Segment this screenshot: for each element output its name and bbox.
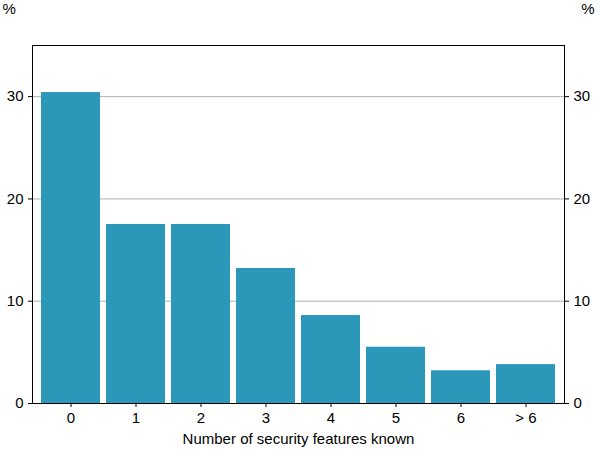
- svg-text:20: 20: [7, 190, 24, 207]
- svg-text:6: 6: [457, 409, 465, 426]
- svg-text:4: 4: [327, 409, 335, 426]
- svg-text:30: 30: [7, 87, 24, 104]
- svg-text:1: 1: [132, 409, 140, 426]
- svg-text:Number of security features kn: Number of security features known: [183, 430, 415, 447]
- svg-text:0: 0: [67, 409, 75, 426]
- svg-text:3: 3: [262, 409, 270, 426]
- svg-text:%: %: [581, 0, 594, 17]
- svg-text:%: %: [3, 0, 16, 17]
- svg-text:30: 30: [574, 87, 591, 104]
- svg-text:2: 2: [197, 409, 205, 426]
- svg-text:10: 10: [574, 292, 591, 309]
- svg-text:5: 5: [392, 409, 400, 426]
- svg-text:0: 0: [574, 394, 582, 411]
- svg-text:20: 20: [574, 190, 591, 207]
- svg-text:0: 0: [15, 394, 23, 411]
- svg-text:> 6: > 6: [515, 409, 536, 426]
- svg-text:10: 10: [7, 292, 24, 309]
